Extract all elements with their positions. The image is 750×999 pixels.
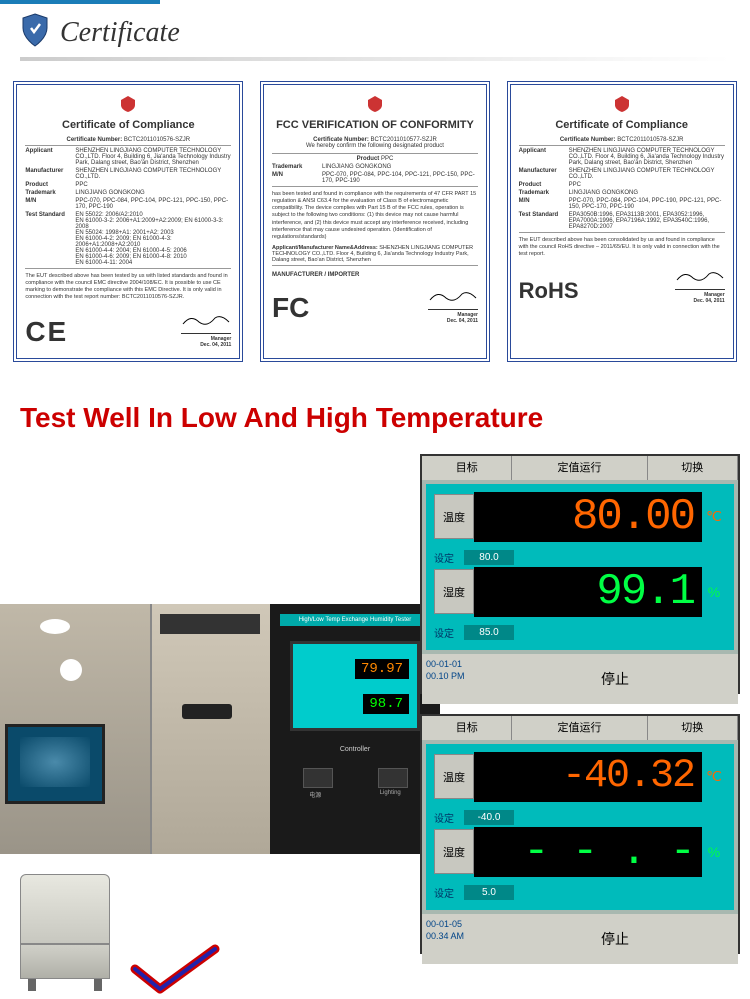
humidity-unit: % [702,844,726,860]
high-temp-panel: 目标 定值运行 切换 温度 80.00 ℃ 设定80.0 湿度 99.1 % 设… [420,454,740,694]
chamber-door [0,604,150,854]
panel-tabs: 目标 定值运行 切换 [422,716,738,740]
test-heading: Test Well In Low And High Temperature [0,382,750,454]
low-temp-panel: 目标 定值运行 切换 温度 -40.32 ℃ 设定-40.0 湿度 - - . … [420,714,740,954]
chamber-panel [150,604,270,854]
temp-label: 温度 [434,494,474,539]
title-row: Certificate [0,4,750,57]
tab-target[interactable]: 目标 [422,716,512,740]
humidity-label: 湿度 [434,569,474,614]
power-button[interactable] [303,768,333,788]
panel-timestamp: 00-01-0100.10 PM [422,654,492,704]
humidity-unit: % [702,584,726,600]
cert-mark-row: CE Manager Dec. 04, 2011 [25,312,231,348]
fcc-mark: FC [272,292,309,324]
humidity-value: 99.1 [474,567,702,617]
chamber-temp: 79.97 [355,659,409,679]
cert-title: Certificate of Compliance [519,119,725,131]
stop-button[interactable]: 停止 [492,654,738,704]
temp-unit: ℃ [702,768,726,785]
page-title: Certificate [60,17,180,49]
device-under-test-screen [5,724,105,804]
humidity-value: - - . - [474,827,702,877]
test-chamber-photo: High/Low Temp Exchange Humidity Tester 7… [0,604,440,854]
certificates-row: Certificate of Compliance Certificate Nu… [0,61,750,382]
tab-running[interactable]: 定值运行 [512,716,647,740]
rohs-mark: RoHS [519,278,579,304]
shield-icon [20,12,50,53]
checkmark-icon [130,944,220,999]
ce-mark: CE [25,316,68,348]
tab-target[interactable]: 目标 [422,456,512,480]
cert-issuer-logo [25,95,231,113]
temp-label: 温度 [434,754,474,799]
tab-switch[interactable]: 切换 [648,456,738,480]
humidity-label: 湿度 [434,829,474,874]
chamber-title: High/Low Temp Exchange Humidity Tester [280,614,430,626]
certificate-rohs: Certificate of Compliance Certificate Nu… [507,81,737,362]
temp-unit: ℃ [702,508,726,525]
cert-title: FCC VERIFICATION OF CONFORMITY [272,119,478,131]
cert-mark-row: FC Manager Dec. 04, 2011 [272,288,478,324]
tab-running[interactable]: 定值运行 [512,456,647,480]
cert-body: The EUT described above has been tested … [25,273,231,302]
lighting-button[interactable] [378,768,408,788]
test-area: High/Low Temp Exchange Humidity Tester 7… [0,454,750,994]
cert-signature: Manager Dec. 04, 2011 [428,288,478,324]
chamber-controller: High/Low Temp Exchange Humidity Tester 7… [270,604,440,854]
chamber-humidity: 98.7 [363,694,409,714]
certificate-ce: Certificate of Compliance Certificate Nu… [13,81,243,362]
temp-value: -40.32 [474,752,702,802]
tab-switch[interactable]: 切换 [648,716,738,740]
temp-value: 80.00 [474,492,702,542]
cert-signature: Manager Dec. 04, 2011 [675,268,725,304]
certificate-fcc: FCC VERIFICATION OF CONFORMITY Certifica… [260,81,490,362]
cert-mark-row: RoHS Manager Dec. 04, 2011 [519,268,725,304]
small-chamber-photo [20,874,110,994]
cert-issuer-logo [272,95,478,113]
panel-tabs: 目标 定值运行 切换 [422,456,738,480]
cert-signature: Manager Dec. 04, 2011 [181,312,231,348]
chamber-lcd: 79.97 98.7 [290,641,420,731]
cert-title: Certificate of Compliance [25,119,231,131]
panel-timestamp: 00-01-0500.34 AM [422,914,492,964]
stop-button[interactable]: 停止 [492,914,738,964]
cert-issuer-logo [519,95,725,113]
